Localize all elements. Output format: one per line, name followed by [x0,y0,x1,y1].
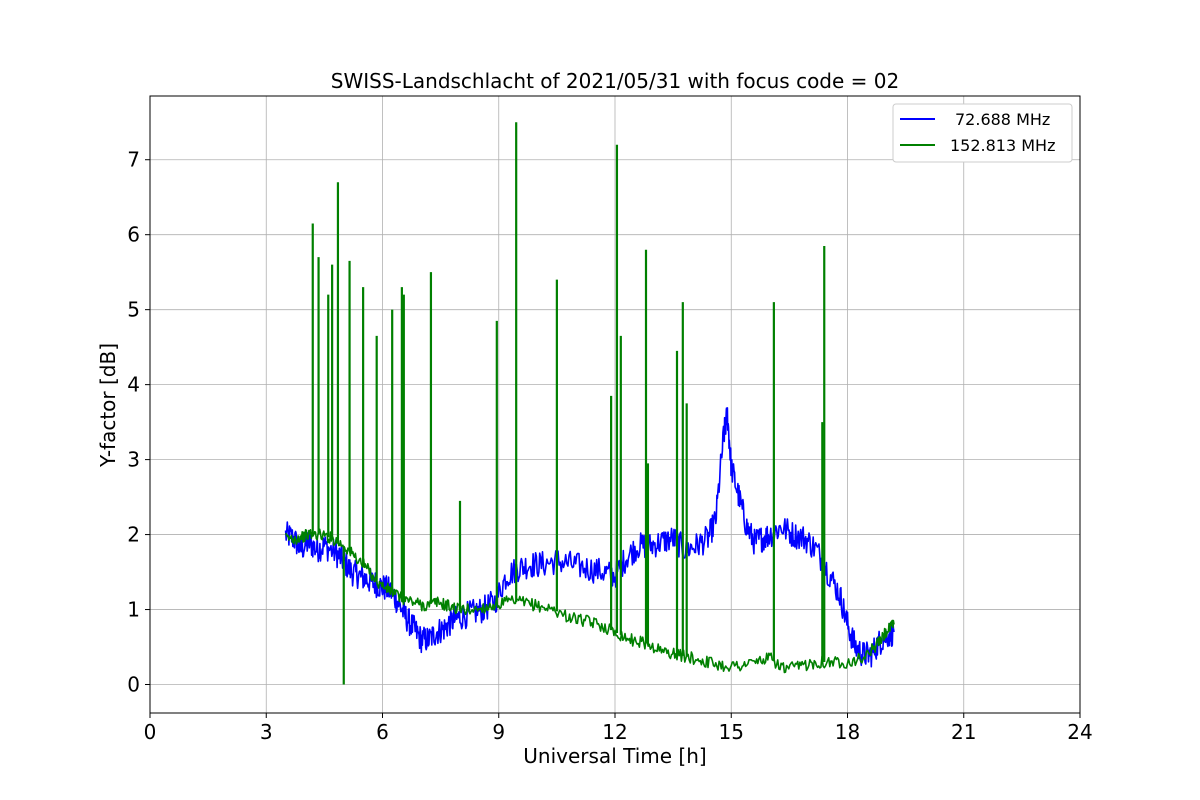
y-tick-label: 1 [127,598,140,622]
y-tick-label: 2 [127,523,140,547]
x-tick-label: 9 [492,720,505,744]
series-line [284,528,895,674]
y-tick-label: 4 [127,373,140,397]
x-tick-label: 12 [602,720,627,744]
legend-box [892,103,1073,163]
legend-label-152mhz: 152.813 MHz [950,136,1055,155]
series-line [284,407,895,668]
y-axis-label: Y-factor [dB] [96,343,120,468]
plot-area [149,95,1081,714]
x-tick-label: 0 [144,720,157,744]
series-1 [284,407,895,668]
y-tick-label: 0 [127,673,140,697]
series-2 [284,122,895,685]
y-tick-label: 6 [127,223,140,247]
x-tick-label: 18 [835,720,860,744]
x-tick-label: 21 [951,720,976,744]
y-tick-label: 3 [127,448,140,472]
y-tick-label: 5 [127,298,140,322]
x-axis-label: Universal Time [h] [523,744,706,768]
legend-label-72mhz: 72.688 MHz [955,110,1050,129]
y-axis-ticks: 0 1 2 3 4 5 6 7 [127,148,150,697]
x-tick-label: 24 [1067,720,1092,744]
chart-title: SWISS-Landschlacht of 2021/05/31 with fo… [331,69,899,93]
x-tick-label: 15 [719,720,744,744]
x-tick-label: 6 [376,720,389,744]
legend: 72.688 MHz 152.813 MHz [892,103,1073,163]
series-layer [284,122,895,685]
y-tick-label: 7 [127,148,140,172]
x-axis-ticks: 0 3 6 9 12 15 18 21 24 [144,713,1093,744]
x-tick-label: 3 [260,720,273,744]
